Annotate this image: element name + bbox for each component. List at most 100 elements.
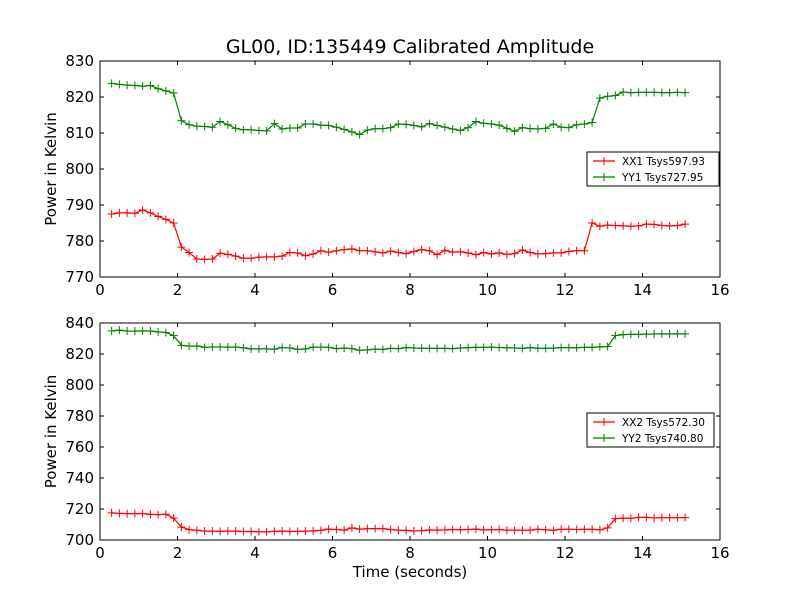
data-point <box>681 220 690 229</box>
data-point <box>564 343 573 352</box>
data-point <box>262 344 271 353</box>
data-point <box>433 121 442 130</box>
data-point <box>146 327 155 336</box>
data-point <box>595 94 604 103</box>
data-point <box>161 510 170 519</box>
data-point <box>146 510 155 519</box>
data-point <box>270 345 279 354</box>
data-point <box>316 526 325 535</box>
data-point <box>177 523 186 532</box>
data-point <box>549 344 558 353</box>
data-point <box>557 123 566 132</box>
data-point <box>386 247 395 256</box>
data-point <box>409 343 418 352</box>
data-point <box>262 126 271 135</box>
data-point <box>572 246 581 255</box>
data-point <box>192 255 201 263</box>
data-point <box>642 330 651 339</box>
y-tick-label: 740 <box>65 469 94 487</box>
data-point <box>541 525 550 534</box>
data-point <box>378 524 387 533</box>
data-point <box>285 123 294 132</box>
data-point <box>386 525 395 534</box>
data-point <box>363 524 372 533</box>
data-point <box>115 208 124 217</box>
data-point <box>510 343 519 352</box>
data-point <box>223 527 232 536</box>
legend-box <box>586 412 715 448</box>
data-point <box>285 343 294 352</box>
x-tick-label: 0 <box>95 544 105 562</box>
data-point <box>611 514 620 523</box>
data-point <box>549 526 558 535</box>
data-point <box>634 221 643 230</box>
data-point <box>580 120 589 128</box>
data-point <box>231 343 240 352</box>
data-point <box>301 251 310 260</box>
data-point <box>603 523 612 532</box>
data-point <box>619 87 628 96</box>
data-point <box>270 252 279 261</box>
x-tick-label: 2 <box>173 544 183 562</box>
data-point <box>293 248 302 257</box>
legend-label: XX2 Tsys572.30 <box>622 417 705 429</box>
data-point <box>409 247 418 256</box>
data-point <box>161 86 170 95</box>
data-point <box>177 341 186 350</box>
y-tick-label: 790 <box>65 196 94 214</box>
data-point <box>564 525 573 534</box>
data-point <box>130 81 139 90</box>
data-point <box>502 250 511 259</box>
data-point <box>502 124 511 133</box>
x-tick-label: 10 <box>478 544 497 562</box>
data-point <box>386 344 395 353</box>
data-point <box>626 330 635 339</box>
data-point <box>278 527 287 536</box>
data-point <box>572 525 581 534</box>
data-point <box>293 527 302 536</box>
data-point <box>642 220 651 229</box>
data-point <box>231 252 240 261</box>
data-point <box>371 124 380 133</box>
data-point <box>309 343 318 352</box>
plot-panel-2: 0 2 4 6 8 10 12 14 16 700 720 740 760 780 800 820 840 Pow… <box>42 314 730 581</box>
data-point <box>533 249 542 258</box>
data-point <box>510 249 519 258</box>
data-point <box>471 117 480 126</box>
data-point <box>464 123 473 132</box>
data-point <box>588 118 597 127</box>
y-tick-label: 780 <box>65 407 94 425</box>
data-point <box>324 343 333 352</box>
data-point <box>673 513 682 522</box>
data-point <box>657 221 666 230</box>
data-point <box>239 527 248 536</box>
data-point <box>154 510 163 519</box>
data-point <box>588 219 597 227</box>
x-tick-label: 16 <box>710 281 729 299</box>
data-point <box>231 124 240 133</box>
data-point <box>324 525 333 534</box>
data-point <box>425 246 434 255</box>
data-point <box>557 343 566 352</box>
data-point <box>254 527 263 536</box>
data-point <box>448 248 457 257</box>
data-point <box>185 120 194 129</box>
data-point <box>192 341 201 350</box>
data-point <box>363 345 372 354</box>
data-point <box>394 248 403 257</box>
data-point <box>479 343 488 352</box>
data-point <box>557 525 566 534</box>
data-point <box>464 248 473 257</box>
data-point <box>417 344 426 353</box>
data-point <box>223 120 232 129</box>
data-point <box>185 525 194 534</box>
data-point <box>340 125 349 134</box>
data-point <box>611 331 620 340</box>
data-point <box>185 248 194 257</box>
x-axis-label: Time (seconds) <box>352 563 468 581</box>
data-point <box>533 525 542 534</box>
y-tick-label: 770 <box>65 268 94 286</box>
data-point <box>138 82 147 91</box>
data-point <box>262 252 271 261</box>
